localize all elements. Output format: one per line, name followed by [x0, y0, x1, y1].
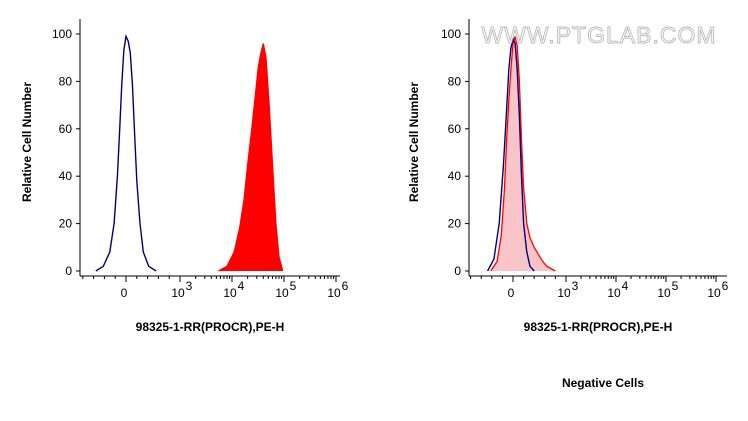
y-tick-label: 20 [59, 217, 73, 231]
y-tick-label: 100 [52, 27, 72, 41]
watermark-text: WWW.PTGLAB.COM [481, 22, 716, 48]
series-0-fill [490, 36, 556, 272]
x-tick-label: 10 [223, 286, 237, 300]
y-tick-label: 80 [59, 74, 73, 88]
y-tick-label: 40 [59, 169, 73, 183]
y-tick-label: 0 [454, 264, 461, 278]
x-tick-label: 10 [171, 286, 185, 300]
x-tick-label-exponent: 3 [572, 279, 579, 293]
series-0-line [490, 36, 556, 272]
x-axis-title-left: 98325-1-RR(PROCR),PE-H [136, 320, 285, 334]
x-tick-label: 10 [657, 286, 671, 300]
series-1-line [486, 36, 535, 272]
x-tick-label: 10 [275, 286, 289, 300]
x-tick-label-exponent: 3 [186, 279, 193, 293]
y-tick-label: 0 [65, 264, 72, 278]
y-axis-title-right: Relative Cell Number [407, 82, 421, 202]
x-tick-label-exponent: 4 [622, 279, 629, 293]
x-tick-label: 10 [707, 286, 721, 300]
x-tick-label-exponent: 4 [238, 279, 245, 293]
y-tick-label: 80 [448, 74, 462, 88]
series-0-line [95, 34, 157, 272]
x-tick-label-exponent: 5 [290, 279, 297, 293]
y-tick-label: 60 [59, 122, 73, 136]
x-tick-label-exponent: 5 [672, 279, 679, 293]
x-tick-label: 10 [607, 286, 621, 300]
figure-caption: Negative Cells [562, 376, 644, 390]
x-tick-label: 0 [508, 286, 515, 300]
x-axis-title-right: 98325-1-RR(PROCR),PE-H [524, 320, 673, 334]
y-axis-title-left: Relative Cell Number [20, 82, 34, 202]
series-1-line [218, 43, 284, 272]
y-tick-label: 60 [448, 122, 462, 136]
x-tick-label: 10 [327, 286, 341, 300]
x-tick-label-exponent: 6 [722, 279, 729, 293]
y-tick-label: 20 [448, 217, 462, 231]
x-tick-label-exponent: 6 [342, 279, 349, 293]
y-tick-label: 100 [441, 27, 461, 41]
x-tick-label: 0 [121, 286, 128, 300]
series-1-fill [218, 43, 283, 271]
x-tick-label: 10 [557, 286, 571, 300]
y-tick-label: 40 [448, 169, 462, 183]
